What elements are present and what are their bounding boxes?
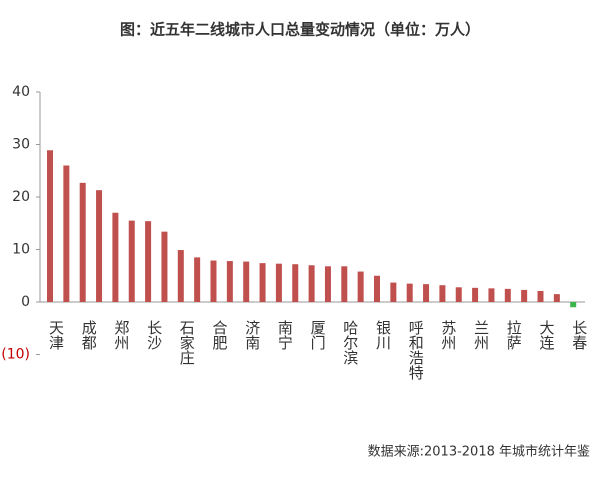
y-tick-label: (10) bbox=[1, 347, 30, 363]
bar bbox=[275, 263, 282, 302]
x-tick-label: 合肥 bbox=[211, 320, 229, 351]
bar bbox=[79, 182, 86, 302]
x-tick-label: 哈尔滨 bbox=[341, 320, 359, 365]
y-tick-label: 20 bbox=[12, 189, 30, 205]
x-tick-label: 石家庄 bbox=[178, 320, 196, 365]
bar bbox=[112, 212, 119, 302]
bar bbox=[504, 288, 511, 302]
source-note: 数据来源:2013-2018 年城市统计年鉴 bbox=[368, 444, 590, 460]
x-tick-label: 天津 bbox=[47, 320, 65, 350]
bar bbox=[292, 264, 299, 302]
bar bbox=[570, 302, 577, 308]
bar bbox=[521, 289, 528, 302]
x-tick-label: 长沙 bbox=[145, 320, 163, 350]
bar bbox=[537, 290, 544, 302]
bar bbox=[226, 261, 233, 302]
x-tick-label: 长春 bbox=[570, 320, 588, 350]
x-tick-label: 济南 bbox=[243, 320, 261, 350]
bar bbox=[63, 165, 70, 302]
bar bbox=[47, 150, 53, 302]
y-tick-label: 30 bbox=[12, 137, 30, 153]
bar bbox=[488, 288, 495, 302]
bar bbox=[194, 257, 201, 302]
x-tick-label: 银川 bbox=[374, 320, 392, 350]
x-tick-label: 拉萨 bbox=[505, 320, 523, 350]
x-tick-label: 大连 bbox=[538, 320, 556, 351]
x-tick-label: 南宁 bbox=[276, 320, 294, 350]
bar bbox=[259, 263, 266, 302]
bar bbox=[455, 287, 462, 302]
bar bbox=[390, 282, 397, 302]
bar bbox=[472, 287, 479, 302]
x-tick-label: 兰州 bbox=[472, 320, 490, 350]
y-tick-label: 0 bbox=[21, 294, 30, 310]
bar bbox=[96, 190, 103, 302]
chart-title: 图：近五年二线城市人口总量变动情况（单位：万人） bbox=[120, 21, 480, 39]
bar bbox=[128, 220, 135, 302]
bar bbox=[357, 271, 364, 302]
bar bbox=[341, 266, 348, 302]
bar bbox=[145, 221, 152, 302]
x-tick-label: 苏州 bbox=[439, 320, 457, 350]
x-tick-label: 郑州 bbox=[112, 320, 130, 350]
y-tick-label: 10 bbox=[12, 242, 30, 258]
bar bbox=[177, 250, 184, 302]
bar bbox=[553, 294, 560, 302]
bar bbox=[406, 283, 413, 302]
bar bbox=[439, 285, 446, 302]
x-tick-label: 呼和浩特 bbox=[407, 320, 425, 380]
bar bbox=[210, 260, 217, 302]
bar bbox=[324, 266, 331, 302]
x-tick-label: 厦门 bbox=[309, 320, 327, 351]
bar bbox=[423, 284, 430, 302]
bar bbox=[243, 261, 250, 302]
bar bbox=[308, 265, 315, 302]
bar bbox=[161, 231, 168, 302]
x-tick-label: 成都 bbox=[80, 320, 98, 350]
bar bbox=[374, 275, 380, 302]
y-tick-label: 40 bbox=[12, 84, 30, 100]
